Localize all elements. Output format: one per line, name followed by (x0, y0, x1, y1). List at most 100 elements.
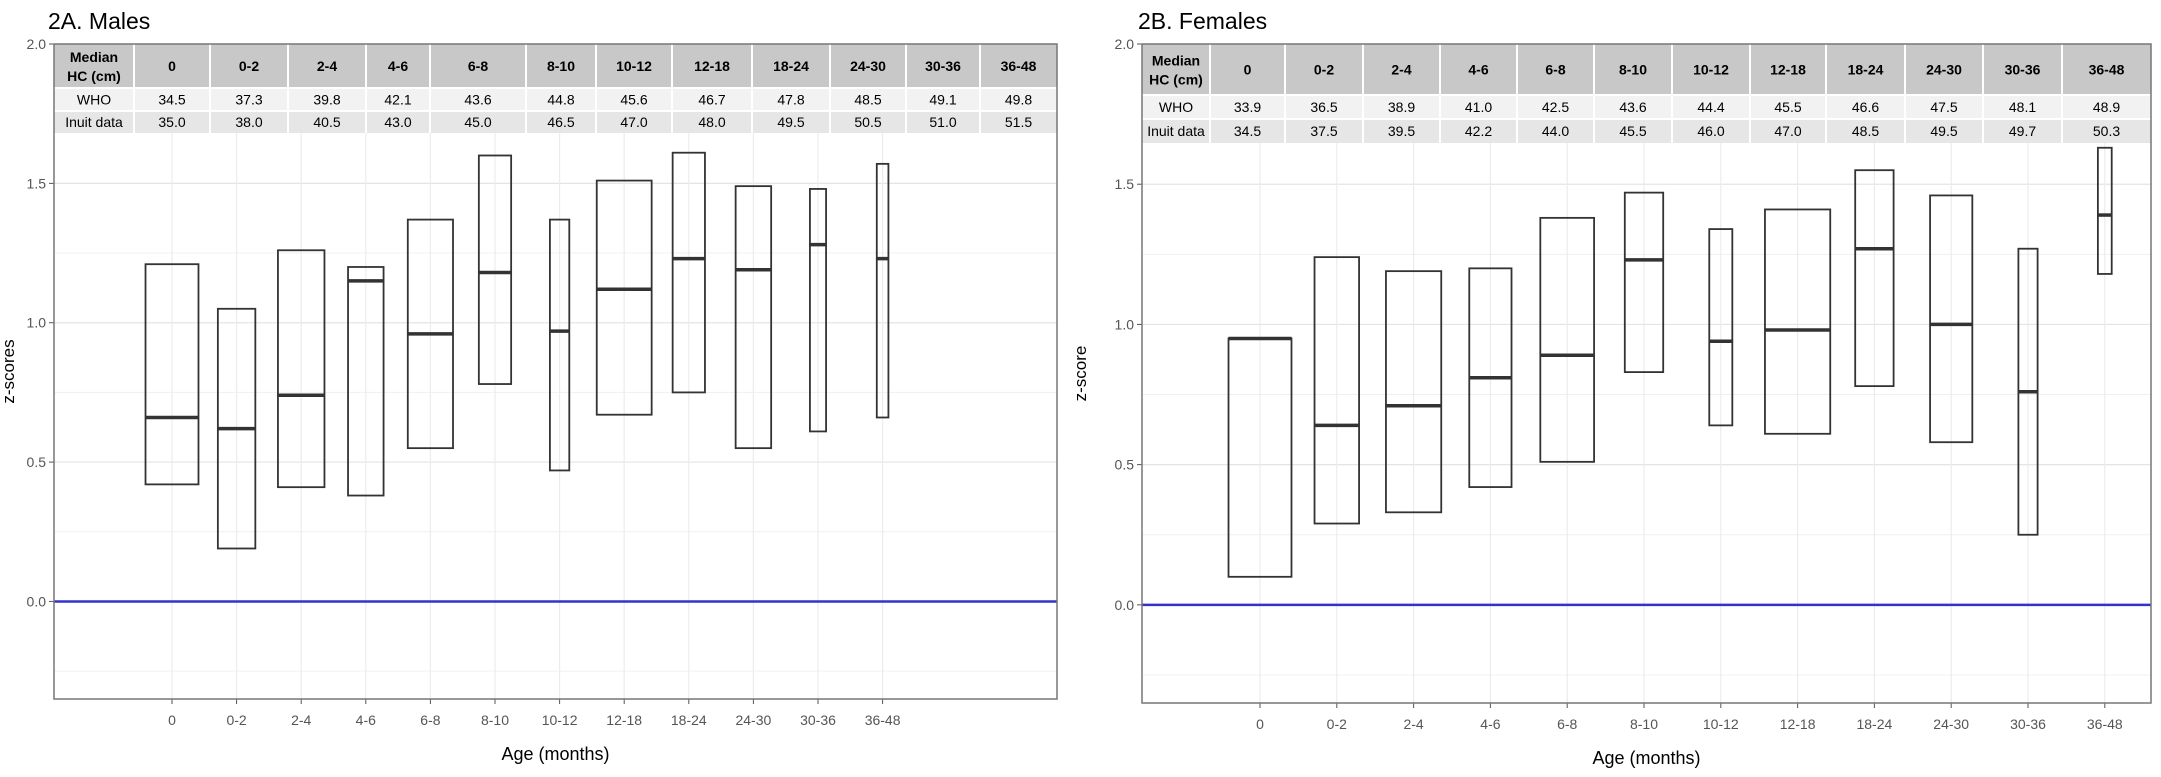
table-cell: 38.9 (1388, 99, 1415, 115)
table-header-category: 6-8 (468, 58, 488, 74)
table-cell: 38.0 (235, 114, 262, 130)
y-tick-label: 1.5 (27, 175, 47, 191)
table-header-category: 8-10 (1619, 62, 1647, 78)
table-header-category: 2-4 (1391, 62, 1411, 78)
table-cell: 46.7 (698, 92, 725, 108)
table-row-label: WHO (1159, 99, 1193, 115)
x-tick-label: 24-30 (1933, 716, 1969, 732)
table-header-category: 10-12 (1693, 62, 1729, 78)
table-header-label: Median (1152, 53, 1200, 69)
table-header-category: 2-4 (317, 58, 337, 74)
x-tick-label: 0 (1256, 716, 1264, 732)
table-header-category: 0 (1244, 62, 1252, 78)
table-cell: 42.2 (1465, 123, 1492, 139)
y-tick-label: 0.0 (27, 593, 47, 609)
table-cell: 39.5 (1388, 123, 1415, 139)
table-header-background (54, 44, 1057, 88)
table-header-label: HC (cm) (67, 68, 121, 84)
table-cell: 36.5 (1310, 99, 1337, 115)
x-tick-label: 36-48 (865, 712, 901, 728)
box-8-10 (477, 154, 513, 385)
y-tick-label: 2.0 (1115, 36, 1135, 52)
x-tick-label: 12-18 (606, 712, 642, 728)
y-axis-title: z-score (1071, 346, 1090, 402)
table-cell: 45.5 (1774, 99, 1801, 115)
box-0-2 (1313, 256, 1360, 525)
y-tick-label: 0.5 (27, 454, 47, 470)
table-cell: 41.0 (1465, 99, 1492, 115)
box-24-30 (734, 185, 773, 450)
table-header-category: 6-8 (1545, 62, 1565, 78)
table-cell: 48.9 (2093, 99, 2120, 115)
table-cell: 40.5 (313, 114, 340, 130)
box-6-8 (1539, 216, 1595, 463)
table-cell: 43.0 (384, 114, 411, 130)
table-cell: 48.0 (698, 114, 725, 130)
table-header-category: 24-30 (850, 58, 886, 74)
x-tick-label: 0 (168, 712, 176, 728)
box-0 (144, 263, 200, 486)
table-cell: 50.5 (854, 114, 881, 130)
table-cell: 43.6 (1619, 99, 1646, 115)
table-cell: 45.0 (464, 114, 491, 130)
table-header-category: 12-18 (694, 58, 730, 74)
plot-border (1141, 43, 2152, 704)
table-header-category: 18-24 (773, 58, 809, 74)
table-cell: 47.8 (777, 92, 804, 108)
box-12-18 (595, 179, 653, 416)
table-cell: 37.3 (235, 92, 262, 108)
y-tick-label: 0.5 (1115, 457, 1135, 473)
x-tick-label: 6-8 (420, 712, 440, 728)
box-8-10 (1623, 191, 1665, 373)
table-header-category: 4-6 (1468, 62, 1488, 78)
x-tick-label: 8-10 (1630, 716, 1658, 732)
plot-border (53, 43, 1058, 700)
table-cell: 33.9 (1234, 99, 1261, 115)
table-cell: 49.5 (1930, 123, 1957, 139)
table-header-category: 36-48 (1001, 58, 1037, 74)
y-tick-label: 1.0 (1115, 316, 1135, 332)
table-cell: 43.6 (464, 92, 491, 108)
y-tick-label: 1.0 (27, 315, 47, 331)
x-tick-label: 2-4 (1403, 716, 1423, 732)
y-tick-label: 1.5 (1115, 176, 1135, 192)
x-tick-label: 10-12 (542, 712, 578, 728)
box-10-12 (549, 218, 571, 472)
x-axis-title: Age (months) (501, 744, 609, 764)
table-header-category: 12-18 (1770, 62, 1806, 78)
table-cell: 49.1 (929, 92, 956, 108)
x-tick-label: 4-6 (356, 712, 376, 728)
table-row-background (54, 111, 1057, 133)
table-cell: 48.5 (1852, 123, 1879, 139)
table-cell: 46.0 (1697, 123, 1724, 139)
table-header-label: Median (70, 49, 118, 65)
x-tick-label: 36-48 (2087, 716, 2123, 732)
table-cell: 47.0 (1774, 123, 1801, 139)
table-row-background (54, 88, 1057, 111)
x-tick-label: 10-12 (1703, 716, 1739, 732)
table-header-category: 0-2 (239, 58, 259, 74)
table-header-category: 0-2 (1314, 62, 1334, 78)
x-tick-label: 24-30 (735, 712, 771, 728)
table-cell: 37.5 (1310, 123, 1337, 139)
y-axis-title: z-scores (0, 339, 18, 403)
panel-title-males: 2A. Males (48, 8, 151, 34)
x-tick-label: 30-36 (2010, 716, 2046, 732)
table-cell: 34.5 (158, 92, 185, 108)
table-cell: 39.8 (313, 92, 340, 108)
box-10-12 (1708, 228, 1734, 427)
x-tick-label: 18-24 (671, 712, 707, 728)
table-cell: 42.5 (1542, 99, 1569, 115)
box-4-6 (347, 266, 385, 497)
plot-background (1142, 44, 2151, 703)
table-row-label: Inuit data (1147, 123, 1205, 139)
table-cell: 45.6 (620, 92, 647, 108)
table-cell: 44.4 (1697, 99, 1724, 115)
table-cell: 49.8 (1005, 92, 1032, 108)
table-cell: 47.5 (1930, 99, 1957, 115)
x-tick-label: 4-6 (1480, 716, 1500, 732)
x-tick-label: 2-4 (291, 712, 311, 728)
table-cell: 34.5 (1234, 123, 1261, 139)
box-18-24 (671, 151, 706, 394)
